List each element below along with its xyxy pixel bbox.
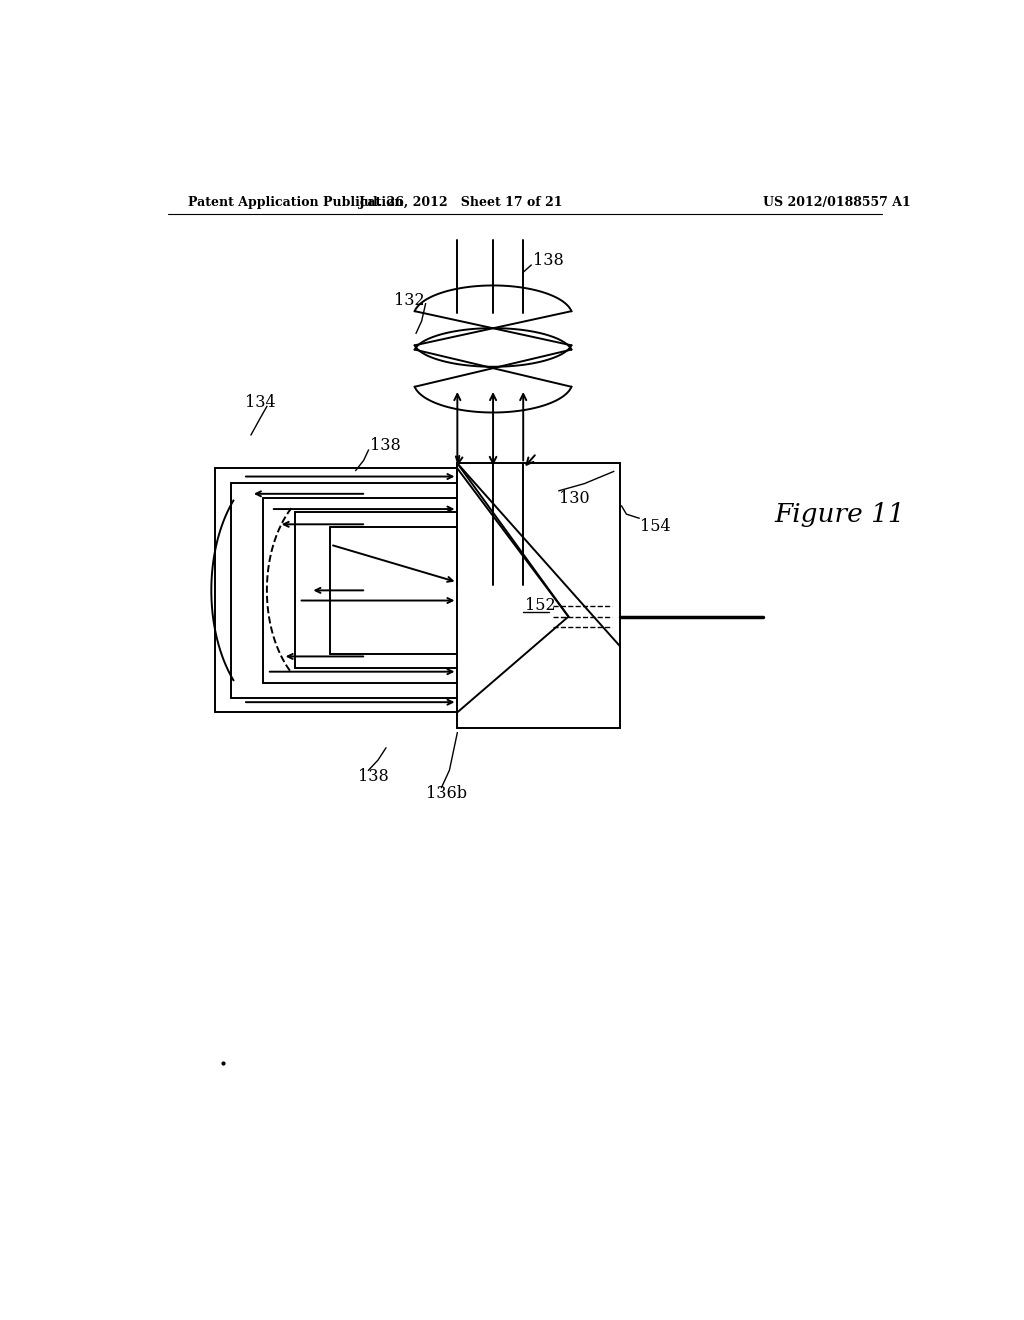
Text: 130: 130	[559, 491, 590, 507]
Text: 154: 154	[640, 517, 671, 535]
Text: 138: 138	[370, 437, 400, 454]
Text: US 2012/0188557 A1: US 2012/0188557 A1	[763, 195, 910, 209]
Bar	[458, 463, 621, 727]
Text: 138: 138	[532, 252, 563, 268]
Text: 132: 132	[394, 292, 425, 309]
Text: 134: 134	[246, 393, 276, 411]
Text: Patent Application Publication: Patent Application Publication	[187, 195, 403, 209]
Text: 138: 138	[358, 768, 389, 785]
Text: Jul. 26, 2012   Sheet 17 of 21: Jul. 26, 2012 Sheet 17 of 21	[359, 195, 563, 209]
Text: Figure 11: Figure 11	[775, 502, 905, 527]
Text: 136b: 136b	[426, 785, 467, 803]
Text: 152: 152	[524, 597, 555, 614]
